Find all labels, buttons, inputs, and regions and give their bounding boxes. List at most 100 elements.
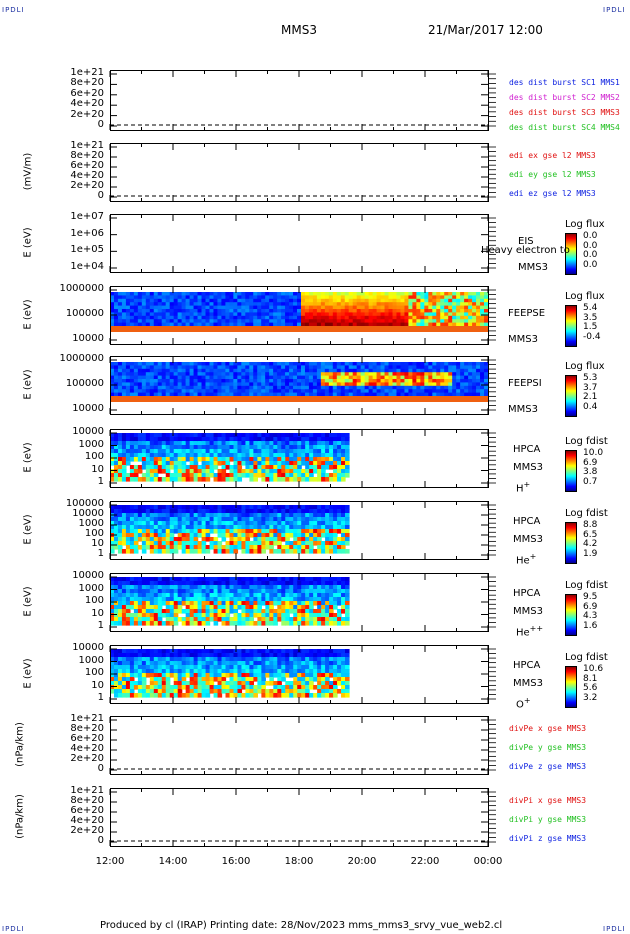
spectrogram-cell <box>313 537 318 542</box>
colorbar-step <box>565 383 577 385</box>
spectrogram-cell <box>265 385 270 390</box>
spectrogram-cell <box>121 693 127 698</box>
colorbar-step <box>565 253 577 255</box>
spectrogram-cell <box>261 593 266 598</box>
colorbar-step <box>565 380 577 382</box>
spectrogram-cell <box>396 312 402 317</box>
spectrogram-cell <box>181 669 187 674</box>
spectrogram-cell <box>340 368 346 373</box>
spectrogram-cell <box>317 433 322 438</box>
spectrogram-cell <box>201 505 207 510</box>
spectrogram-cell <box>113 375 119 380</box>
spectrogram-cell <box>281 585 286 590</box>
spectrogram-cell <box>201 617 207 622</box>
spectrogram-cell <box>113 473 119 478</box>
spectrogram-cell <box>309 437 314 442</box>
spectrogram-cell <box>157 385 163 390</box>
spectrogram-cell <box>269 593 274 598</box>
spectrogram-cell <box>376 379 382 383</box>
spectrogram-cell <box>133 517 139 522</box>
spectrogram-cell <box>249 292 254 296</box>
spectrogram-cell <box>173 621 179 626</box>
spectrogram-cell <box>177 315 183 320</box>
spectrogram-cell <box>408 385 413 390</box>
colorbar-step <box>565 311 577 313</box>
spectrogram-cell <box>181 368 187 373</box>
spectrogram-cell <box>241 453 247 458</box>
spectrogram-cell <box>233 513 239 518</box>
spectrogram-cell <box>169 669 175 674</box>
spectrogram-cell <box>273 541 278 546</box>
spectrogram-cell <box>384 372 390 377</box>
spectrogram-cell <box>177 305 183 310</box>
spectrogram-cell <box>273 577 278 582</box>
spectrogram-cell <box>249 298 254 303</box>
spectrogram-cell <box>324 315 330 320</box>
spectrogram-cell <box>153 669 159 674</box>
spectrogram-cell <box>452 295 457 300</box>
spectrogram-cell <box>145 379 151 383</box>
spectrogram-cell <box>110 653 115 658</box>
spectrogram-cell <box>293 505 298 510</box>
spectrogram-cell <box>337 545 342 550</box>
spectrogram-cell <box>121 589 127 594</box>
spectrogram-cell <box>337 453 342 458</box>
spectrogram-cell <box>229 585 235 590</box>
spectrogram-cell <box>173 389 179 394</box>
spectrogram-cell <box>125 617 131 622</box>
spectrogram-cell <box>181 693 187 698</box>
spectrogram-cell <box>145 521 151 526</box>
spectrogram-cell <box>113 389 119 394</box>
spectrogram-cell <box>392 392 398 397</box>
spectrogram-cell <box>110 581 115 586</box>
spectrogram-cell <box>345 457 350 462</box>
spectrogram-cell <box>352 309 358 313</box>
spectrogram-cell <box>317 445 322 450</box>
spectrogram-cell <box>177 541 183 546</box>
colorbar-step <box>565 405 577 407</box>
spectrogram-cell <box>436 302 441 307</box>
spectrogram-cell <box>301 537 306 542</box>
spectrogram-cell <box>312 379 318 383</box>
eis-side-label: EIS <box>518 236 534 247</box>
spectrogram-cell <box>153 449 159 454</box>
hpca_he-ytick-label: 100000 <box>65 498 104 509</box>
spectrogram-cell <box>233 309 238 313</box>
colorbar-step <box>565 458 577 460</box>
spectrogram-cell <box>193 309 199 313</box>
spectrogram-cell <box>317 541 322 546</box>
spectrogram-cell <box>185 577 191 582</box>
spectrogram-cell <box>201 368 207 373</box>
spectrogram-cell <box>229 517 235 522</box>
spectrogram-cell <box>345 461 350 466</box>
spectrogram-cell <box>181 385 187 390</box>
spectrogram-cell <box>129 305 135 310</box>
spectrogram-cell <box>316 315 322 320</box>
spectrogram-cell <box>281 589 286 594</box>
spectrogram-cell <box>217 292 223 296</box>
spectrogram-cell <box>185 382 191 387</box>
spectrogram-cell <box>316 385 322 390</box>
spectrogram-cell <box>277 449 282 454</box>
spectrogram-cell <box>344 319 350 324</box>
spectrogram-cell <box>249 613 254 618</box>
spectrogram-cell <box>197 315 203 320</box>
spectrogram-cell <box>129 581 135 586</box>
spectrogram-cell <box>416 322 421 327</box>
spectrogram-cell <box>305 597 310 602</box>
spectrogram-cell <box>316 379 322 383</box>
spectrogram-cell <box>324 292 330 296</box>
spectrogram-cell <box>121 441 127 446</box>
spectrogram-cell <box>316 295 322 300</box>
spectrogram-cell <box>293 541 298 546</box>
spectrogram-cell <box>121 379 127 383</box>
spectrogram-cell <box>420 312 425 317</box>
spectrogram-cell <box>333 509 338 514</box>
spectrogram-cell <box>301 453 306 458</box>
spectrogram-cell <box>273 392 278 397</box>
spectrogram-cell <box>225 473 231 478</box>
spectrogram-cell <box>185 549 191 554</box>
spectrogram-cell <box>273 322 278 327</box>
spectrogram-cell <box>249 362 254 366</box>
spectrogram-cell <box>305 621 310 626</box>
